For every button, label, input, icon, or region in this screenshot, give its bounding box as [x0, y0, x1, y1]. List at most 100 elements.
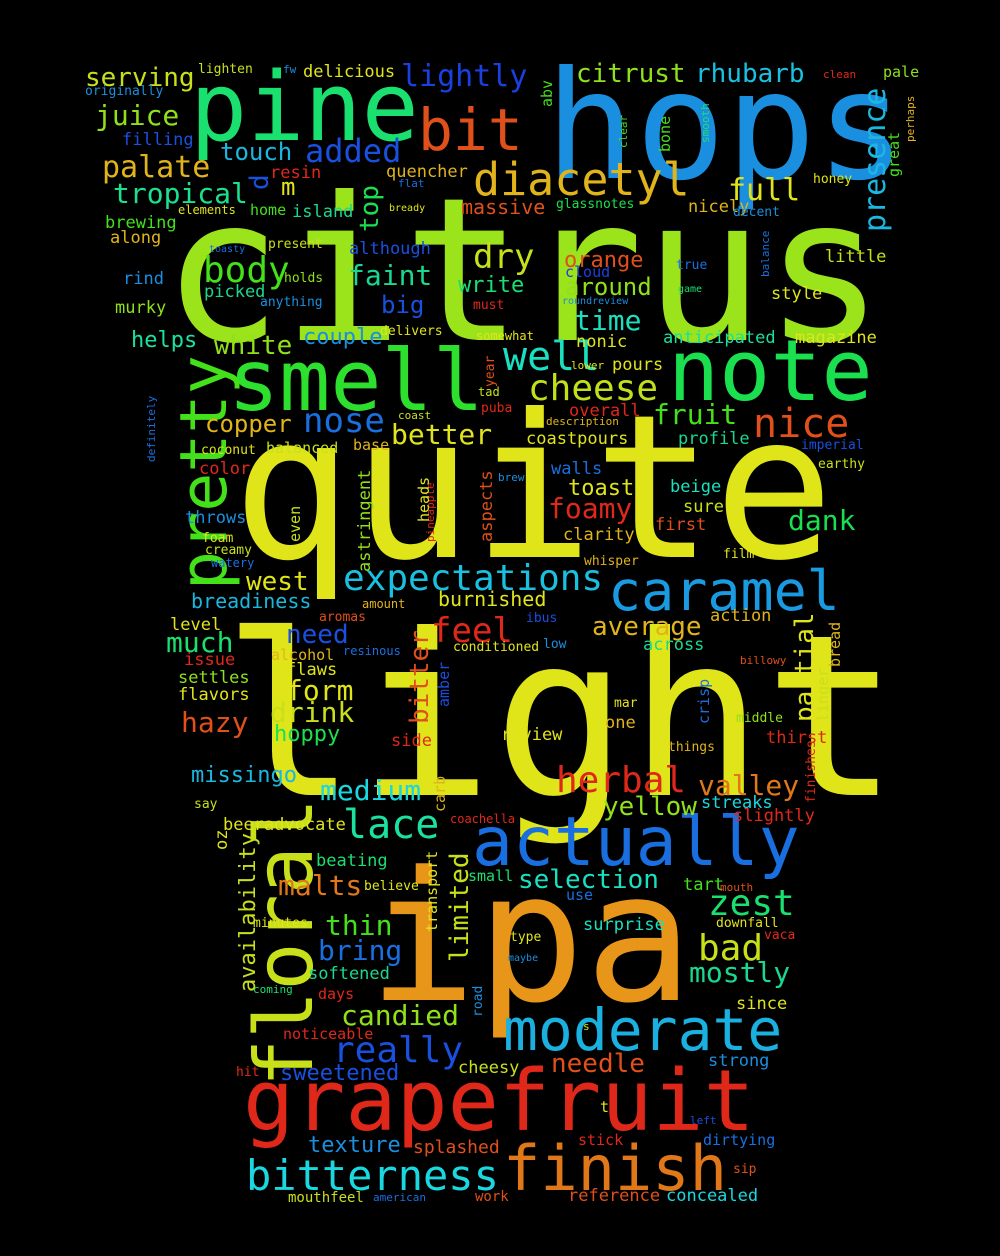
- word: clear: [617, 115, 630, 148]
- word: missingo: [191, 763, 297, 788]
- word: mar: [614, 696, 638, 711]
- word: bread: [826, 622, 844, 667]
- word: limited: [445, 852, 475, 962]
- word: sweetened: [280, 1061, 399, 1086]
- word: faint: [348, 259, 432, 292]
- word: year: [483, 356, 498, 387]
- word: coming: [253, 983, 293, 996]
- word: nicely: [688, 197, 749, 217]
- word: must: [473, 298, 504, 313]
- word: ipa: [368, 834, 693, 1043]
- word: imperial: [801, 438, 864, 453]
- word: bready: [389, 203, 425, 214]
- word: dank: [788, 504, 856, 537]
- word: murky: [115, 298, 166, 318]
- word: crisp: [695, 679, 713, 724]
- word: walls: [551, 459, 602, 479]
- word: zest: [708, 883, 795, 924]
- word: game: [678, 284, 702, 295]
- word: streaks: [701, 793, 773, 813]
- word: style: [771, 284, 822, 304]
- word: malts: [278, 869, 362, 902]
- word: body: [203, 250, 290, 291]
- word: mouthfeel: [288, 1190, 364, 1206]
- word: beeradvocate: [223, 815, 346, 835]
- word: quite: [232, 372, 834, 605]
- word: elements: [178, 203, 236, 217]
- word: pine: [190, 53, 419, 163]
- word: film: [723, 547, 754, 562]
- word: alcohol: [271, 646, 334, 664]
- word: great: [885, 132, 903, 177]
- word: description: [546, 415, 619, 428]
- word: home: [250, 201, 286, 219]
- word: drink: [270, 696, 354, 729]
- word: foamy: [548, 492, 632, 525]
- word: write: [458, 273, 524, 298]
- word: bone: [656, 116, 674, 152]
- word: middle: [736, 711, 783, 726]
- word: light: [222, 587, 899, 849]
- word: type: [510, 930, 541, 945]
- word: ibus: [526, 611, 557, 626]
- word: presence: [858, 88, 893, 233]
- word: puba: [481, 401, 512, 416]
- word: better: [391, 418, 492, 451]
- word: pours: [612, 355, 663, 375]
- word: diacetyl: [473, 153, 690, 206]
- word: beating: [316, 851, 388, 871]
- word: caramel: [608, 559, 840, 623]
- word: say: [194, 797, 218, 812]
- word: average: [592, 612, 702, 642]
- word: needle: [551, 1049, 645, 1079]
- word: pineapple: [424, 482, 437, 542]
- word: time: [574, 304, 641, 337]
- word: pale: [883, 63, 919, 81]
- word: selection: [518, 865, 659, 895]
- word: foam: [202, 531, 233, 546]
- word: dry: [473, 237, 534, 277]
- word: picked: [204, 282, 265, 302]
- word: aromas: [319, 610, 366, 625]
- word: herbal: [556, 760, 686, 801]
- word: massive: [461, 195, 545, 219]
- word: use: [566, 886, 593, 904]
- word: action: [710, 606, 771, 626]
- word: mostly: [689, 956, 790, 989]
- word: small: [468, 867, 513, 885]
- word: expectations: [343, 558, 603, 599]
- word: rhubarb: [695, 59, 805, 89]
- word: originally: [85, 84, 163, 99]
- word: left: [690, 1114, 717, 1127]
- word: d: [245, 174, 275, 190]
- word: decent: [733, 205, 780, 220]
- word: rind: [123, 269, 164, 289]
- word: delivers: [380, 324, 443, 339]
- word: american: [373, 1191, 426, 1204]
- word: road: [471, 986, 486, 1017]
- word: stick: [578, 1131, 623, 1149]
- word: thin: [325, 909, 392, 942]
- word: lace: [343, 802, 439, 848]
- word: tad: [478, 385, 500, 399]
- word: base: [353, 436, 389, 454]
- word: serving: [85, 63, 195, 93]
- word: settles: [178, 668, 250, 688]
- word: delicious: [303, 62, 395, 82]
- word: heads: [415, 477, 433, 522]
- word: orange: [564, 248, 643, 273]
- word: nose: [303, 401, 385, 441]
- word: copper: [205, 410, 292, 438]
- word: grapefruit: [243, 1052, 755, 1151]
- word: true: [676, 258, 707, 273]
- word: vaca: [764, 928, 795, 943]
- word: smooth: [699, 103, 712, 143]
- word: coachella: [450, 812, 515, 826]
- word: transport: [423, 851, 441, 932]
- word: coastpours: [526, 429, 628, 449]
- word: since: [736, 994, 787, 1014]
- word: coast: [398, 409, 431, 422]
- word: big: [381, 291, 424, 319]
